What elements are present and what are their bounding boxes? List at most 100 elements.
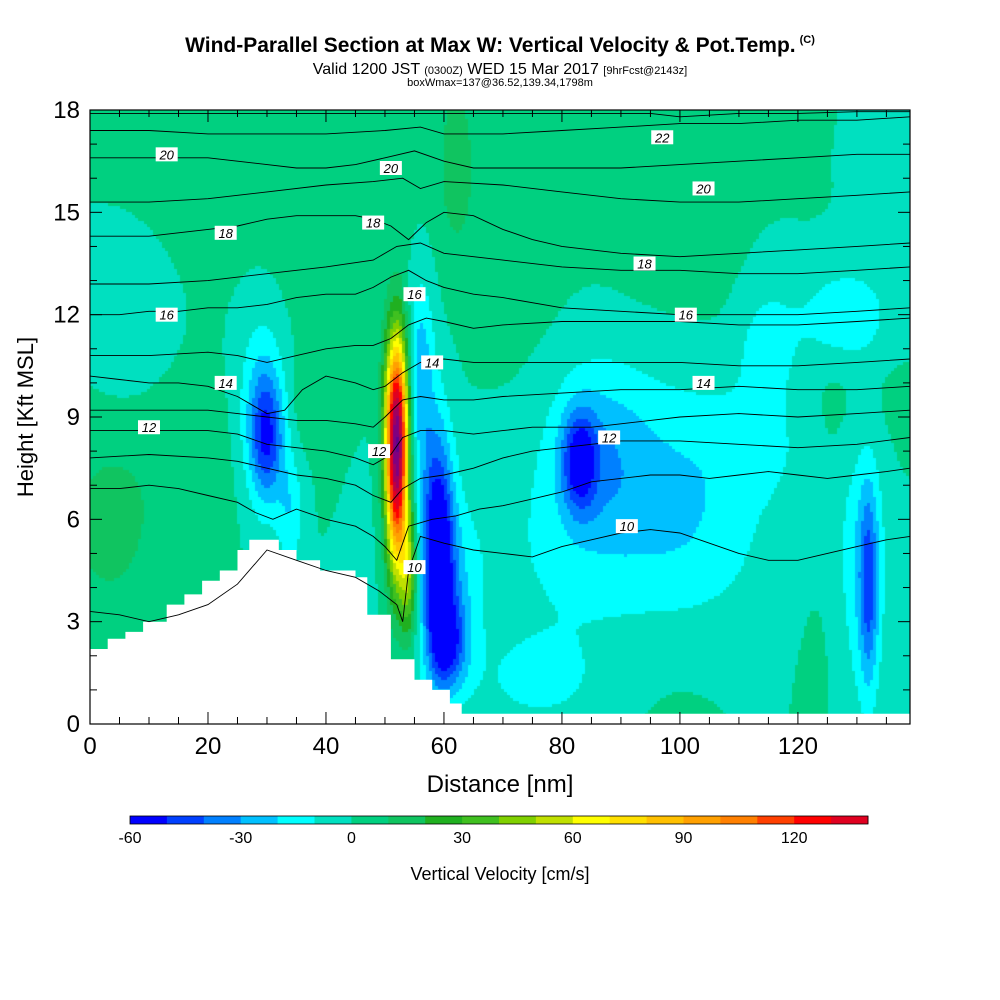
x-tick-label: 80 (549, 733, 576, 760)
theta-contour-line-6 (90, 317, 911, 363)
colorbar-bin (499, 816, 537, 824)
y-tick-label: 6 (67, 506, 80, 533)
colorbar-bin (166, 816, 205, 824)
colorbar-bin (351, 816, 389, 824)
contour-label: 20 (695, 181, 711, 196)
contour-label: 20 (158, 147, 174, 162)
colorbar-bin (203, 816, 242, 824)
x-tick-label: 60 (431, 733, 458, 760)
colorbar-tick-label: 60 (564, 830, 582, 847)
theta-contour-11 (90, 467, 911, 562)
contour-label-box (368, 444, 391, 459)
contour-label: 16 (159, 308, 174, 323)
contour-label-box (214, 375, 237, 390)
x-tick-label: 20 (195, 733, 222, 760)
colorbar-label: Vertical Velocity [cm/s] (410, 864, 589, 884)
x-axis-label: Distance [nm] (427, 771, 574, 798)
contour-label: 12 (602, 430, 617, 445)
contour-label: 10 (620, 519, 635, 534)
theta-contour-line-10 (90, 177, 911, 203)
contour-label-box (403, 287, 426, 302)
colorbar-tick-label: -30 (229, 830, 252, 847)
contour-label: 20 (383, 161, 399, 176)
colorbar-bin (757, 816, 795, 824)
contour-label: 16 (407, 287, 422, 302)
colorbar-bin (646, 816, 684, 824)
colorbar-bin (462, 816, 500, 824)
colorbar-tick-label: 120 (781, 830, 808, 847)
theta-contour-line-8 (90, 242, 911, 285)
theta-contour-16 (90, 269, 911, 316)
x-tick-label: 0 (83, 733, 96, 760)
colorbar-bin (130, 816, 168, 824)
colorbar-frame (129, 815, 869, 825)
contour-label: 22 (654, 130, 670, 145)
colorbar-bin (425, 816, 463, 824)
contour-label-box (214, 225, 237, 240)
theta-contour-10 (89, 529, 911, 623)
colorbar-bin (535, 816, 574, 824)
contour-label-box (692, 375, 715, 390)
contour-label-box (362, 215, 385, 230)
colorbar-tick-label: -60 (118, 830, 141, 847)
contour-label-box (137, 420, 160, 435)
contour-label: 14 (218, 376, 232, 391)
theta-contour-18 (90, 211, 911, 258)
valid-time-line: Valid 1200 JST (0300Z) WED 15 Mar 2017 [… (312, 61, 688, 78)
terrain-mask (90, 539, 910, 724)
contour-label: 14 (696, 376, 710, 391)
contour-label-box (155, 147, 178, 162)
contour-label: 18 (366, 216, 381, 231)
contour-label: 10 (407, 560, 422, 575)
y-tick-label: 15 (53, 199, 80, 226)
contour-label-box (651, 130, 674, 145)
contour-label-box (615, 519, 638, 534)
contour-label: 14 (425, 355, 439, 370)
contour-label: 16 (679, 308, 694, 323)
colorbar-bin (572, 816, 611, 824)
contour-label-box (633, 256, 656, 271)
contour-label-box (379, 160, 402, 175)
contour-label: 18 (637, 257, 652, 272)
colorbar-bin (314, 816, 352, 824)
colorbar-bin (831, 816, 869, 824)
box-info-line: boxWmax=137@36.52,139.34,1798m (407, 77, 593, 89)
x-tick-label: 40 (313, 733, 340, 760)
y-tick-label: 12 (53, 302, 80, 329)
y-tick-label: 3 (67, 609, 80, 636)
chart-title: Wind-Parallel Section at Max W: Vertical… (185, 34, 815, 57)
y-axis-label: Height [Kft MSL] (13, 337, 38, 497)
y-tick-label: 18 (53, 97, 80, 124)
theta-contour-line-12 (90, 116, 911, 135)
colorbar-bin (609, 816, 648, 824)
theta-contour-14 (89, 358, 911, 415)
colorbar-bin (277, 816, 315, 824)
colorbar-bin (683, 816, 721, 824)
contour-label-box (155, 307, 178, 322)
colorbar-tick-label: 30 (453, 830, 471, 847)
colorbar-tick-label: 0 (347, 830, 356, 847)
contour-label-box (403, 560, 426, 575)
x-tick-label: 120 (778, 733, 818, 760)
contour-label-box (674, 307, 697, 322)
theta-contour-line-2 (89, 437, 911, 503)
colorbar-bin (240, 816, 279, 824)
colorbar-tick-label: 90 (675, 830, 693, 847)
theta-contour-20 (90, 150, 910, 169)
contour-label-box (692, 181, 715, 196)
colorbar-bin (388, 816, 426, 824)
theta-contour-22 (90, 111, 910, 118)
contour-label-box (598, 430, 621, 445)
contour-label-box (421, 355, 444, 370)
colorbar-bin (720, 816, 758, 824)
colorbar-bin (794, 816, 832, 824)
y-tick-label: 9 (67, 404, 80, 431)
contour-label: 18 (218, 226, 233, 241)
contour-label: 12 (372, 444, 387, 459)
y-tick-label: 0 (67, 711, 80, 738)
theta-contour-line-4 (90, 385, 911, 428)
copyright-mark: (C) (799, 34, 815, 46)
theta-contour-12 (90, 409, 911, 466)
contour-label: 12 (142, 420, 157, 435)
